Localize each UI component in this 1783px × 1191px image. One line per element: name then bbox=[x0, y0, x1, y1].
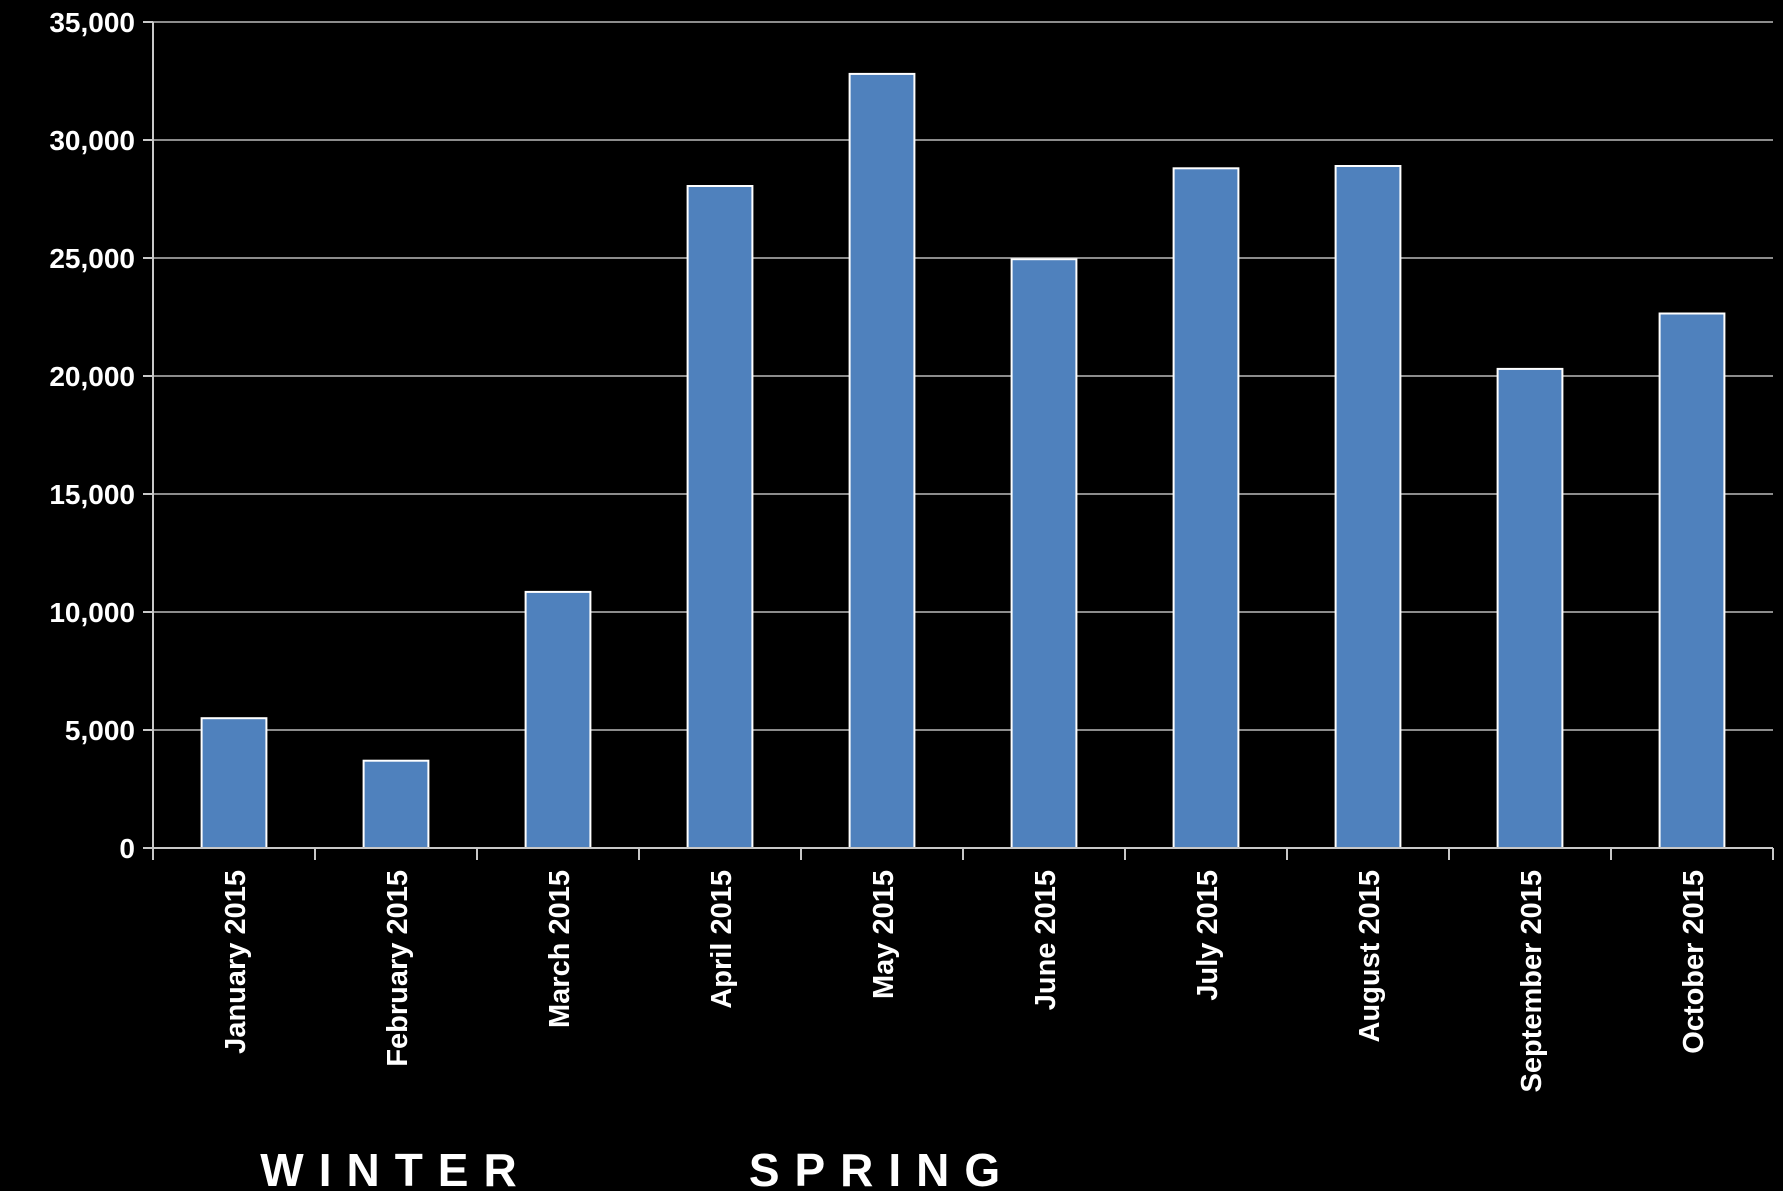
x-axis-tick-labels: January 2015 February 2015 March 2015 April… bbox=[220, 870, 1710, 1092]
season-annotation: WINTER bbox=[260, 1144, 531, 1191]
axes bbox=[143, 21, 1774, 860]
gridlines bbox=[153, 21, 1773, 731]
bar bbox=[848, 72, 916, 849]
bar bbox=[1172, 167, 1240, 850]
season-annotations: WINTER SPRING bbox=[260, 1144, 1015, 1191]
x-tick-label: September 2015 bbox=[1516, 870, 1548, 1092]
x-tick-label: May 2015 bbox=[868, 870, 900, 999]
x-tick-label: October 2015 bbox=[1678, 870, 1710, 1054]
x-tick-label: April 2015 bbox=[706, 870, 738, 1009]
season-annotation: SPRING bbox=[749, 1144, 1015, 1191]
y-tick-label: 20,000 bbox=[49, 361, 135, 392]
x-tick-label: August 2015 bbox=[1354, 870, 1386, 1042]
y-tick-label: 35,000 bbox=[49, 7, 135, 38]
bar bbox=[1010, 258, 1078, 849]
x-tick-label: January 2015 bbox=[220, 870, 252, 1054]
bar bbox=[1496, 367, 1564, 849]
bar bbox=[524, 590, 592, 850]
bar bbox=[686, 185, 754, 849]
y-axis-tick-labels: 0 5,000 10,000 15,000 20,000 25,000 30,000 35,0… bbox=[49, 7, 135, 864]
x-tick-label: February 2015 bbox=[382, 870, 414, 1067]
y-tick-label: 25,000 bbox=[49, 243, 135, 274]
bar bbox=[362, 759, 430, 850]
bar bbox=[1334, 165, 1402, 849]
x-tick-label: March 2015 bbox=[544, 870, 576, 1028]
bars bbox=[200, 72, 1726, 850]
y-tick-label: 15,000 bbox=[49, 479, 135, 510]
y-tick-label: 10,000 bbox=[49, 597, 135, 628]
y-tick-label: 30,000 bbox=[49, 125, 135, 156]
y-tick-label: 5,000 bbox=[65, 715, 135, 746]
y-tick-label: 0 bbox=[119, 833, 135, 864]
bar bbox=[1658, 312, 1726, 849]
x-tick-label: June 2015 bbox=[1030, 870, 1062, 1010]
x-tick-label: July 2015 bbox=[1192, 870, 1224, 1001]
bar bbox=[200, 717, 268, 850]
